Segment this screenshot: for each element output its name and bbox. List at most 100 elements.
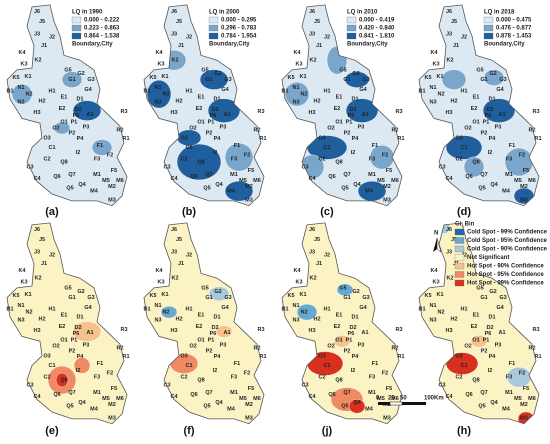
district-label: M4	[502, 407, 511, 413]
district-label: K3	[295, 62, 302, 68]
district-fill	[224, 180, 254, 202]
district-label: M6	[116, 178, 124, 184]
legend-swatch	[346, 32, 357, 40]
district-label: G5	[201, 67, 208, 73]
district-label: M5	[377, 178, 385, 184]
district-label: H3	[170, 110, 177, 116]
district-label: F1	[509, 143, 515, 149]
legend-swatch	[71, 16, 82, 24]
legend-boundary: Boundary,City	[209, 42, 250, 48]
district-label: K1	[161, 74, 168, 80]
district-label: M5	[377, 396, 385, 402]
district-label: P3	[220, 125, 227, 131]
district-label: Q4	[490, 182, 498, 188]
district-label: C2	[180, 375, 187, 381]
district-label: C1	[48, 145, 55, 151]
district-fill	[345, 98, 379, 123]
district-label: B1	[281, 307, 288, 313]
district-label: H3	[170, 328, 177, 334]
district-label: O2	[464, 126, 471, 132]
district-label: K3	[432, 62, 439, 68]
district-label: F3	[506, 375, 512, 381]
district-label: K1	[161, 292, 168, 298]
district-label: R1	[534, 136, 541, 142]
district-fills	[441, 69, 535, 205]
district-fill	[336, 283, 354, 297]
district-label: G3	[224, 77, 231, 83]
district-label: F2	[519, 371, 525, 377]
district-label: J6	[446, 227, 452, 233]
district-label: O2	[52, 344, 59, 350]
district-label: Q5	[203, 186, 210, 192]
district-label: C3	[438, 382, 445, 388]
district-label: F2	[519, 153, 525, 159]
north-label: N	[434, 231, 438, 237]
district-label: C1	[323, 363, 330, 369]
district-label: G4	[496, 87, 504, 93]
district-label: P2	[481, 130, 488, 136]
district-label: H2	[313, 316, 320, 322]
district-label: Q7	[343, 390, 350, 396]
district-label: K5	[149, 75, 156, 81]
gi-label: Cold Spot - 95% Confidence	[467, 238, 548, 244]
panel-label: (a)	[45, 206, 59, 218]
district-label: Q7	[205, 172, 212, 178]
district-label: R3	[395, 109, 402, 115]
district-label: J5	[176, 237, 182, 243]
district-label: O1	[472, 338, 479, 344]
legend-label: 0.223 - 0.863	[84, 26, 120, 32]
district-fill	[53, 121, 71, 135]
district-label: H3	[445, 110, 452, 116]
gi-legend-title: Gi_Bin	[455, 222, 475, 228]
district-label: Q6	[53, 174, 60, 180]
district-label: R2	[528, 345, 535, 351]
district-label: P3	[495, 343, 502, 349]
district-label: K4	[293, 50, 301, 56]
district-label: P1	[346, 338, 353, 344]
district-label: B1	[281, 89, 288, 95]
district-label: F1	[97, 361, 103, 367]
district-label: A1	[361, 112, 368, 118]
city-boundary	[6, 222, 128, 425]
district-label: Q5	[341, 186, 348, 192]
district-label: J3	[171, 31, 177, 37]
district-label: K5	[149, 293, 156, 299]
district-label: H1	[460, 307, 467, 313]
city-area	[7, 222, 127, 424]
district-label: C1	[48, 363, 55, 369]
district-label: F5	[248, 168, 254, 174]
district-label: R3	[257, 327, 264, 333]
district-label: N1	[154, 303, 161, 309]
district-label: K2	[309, 276, 316, 282]
district-label: C4	[308, 176, 316, 182]
district-label: F2	[382, 371, 388, 377]
legend-label: 0.841 - 1.810	[359, 34, 395, 40]
district-label: Q8	[472, 378, 479, 384]
gi-label: Hot Spot - 95% Confidence	[467, 272, 544, 278]
district-label: C4	[445, 394, 453, 400]
district-label: F3	[94, 157, 100, 163]
district-label: K2	[446, 58, 453, 64]
district-label: J2	[186, 252, 192, 258]
district-label: Q7	[343, 172, 350, 178]
district-label: Q7	[68, 172, 75, 178]
gi-label: Hot Spot - 90% Confidence	[467, 264, 544, 270]
district-label: O3	[43, 353, 50, 359]
district-label: K5	[287, 293, 294, 299]
district-label: K1	[436, 292, 443, 298]
district-label: M4	[90, 407, 99, 413]
district-label: G4	[359, 305, 367, 311]
district-label: Q5	[478, 186, 485, 192]
district-label: M3	[520, 197, 528, 203]
district-label: J3	[446, 31, 452, 37]
district-label: J6	[171, 9, 177, 15]
district-label: N2	[437, 310, 444, 316]
district-label: E1	[61, 313, 68, 319]
district-fill	[482, 98, 516, 123]
district-label: C3	[301, 382, 308, 388]
district-label: E2	[334, 324, 341, 330]
district-label: G1	[68, 295, 75, 301]
district-label: P6	[210, 113, 217, 119]
district-label: G4	[359, 87, 367, 93]
